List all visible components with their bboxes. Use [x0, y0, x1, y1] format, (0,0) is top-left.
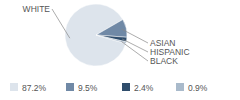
- leader-line: [122, 42, 148, 61]
- legend-label: 9.5%: [78, 83, 98, 93]
- slice: [96, 35, 126, 44]
- leader-line: [52, 9, 70, 38]
- legend-swatch: [66, 83, 74, 91]
- legend-label: 0.9%: [188, 83, 208, 93]
- leader-line: [122, 39, 148, 52]
- legend-label: 2.4%: [134, 83, 154, 93]
- chart: WHITEASIANHISPANICBLACK87.2%9.5%2.4%0.9%: [0, 0, 240, 100]
- slices: [65, 4, 127, 66]
- legend-swatch: [10, 83, 18, 91]
- legend-swatch: [176, 83, 184, 91]
- slice: [96, 20, 127, 38]
- slice-label: BLACK: [150, 56, 178, 66]
- legend-label: 87.2%: [22, 83, 47, 93]
- slice-label: WHITE: [23, 4, 51, 14]
- legend: 87.2% 9.5% 2.4% 0.9%: [10, 83, 208, 93]
- legend-swatch: [122, 83, 130, 91]
